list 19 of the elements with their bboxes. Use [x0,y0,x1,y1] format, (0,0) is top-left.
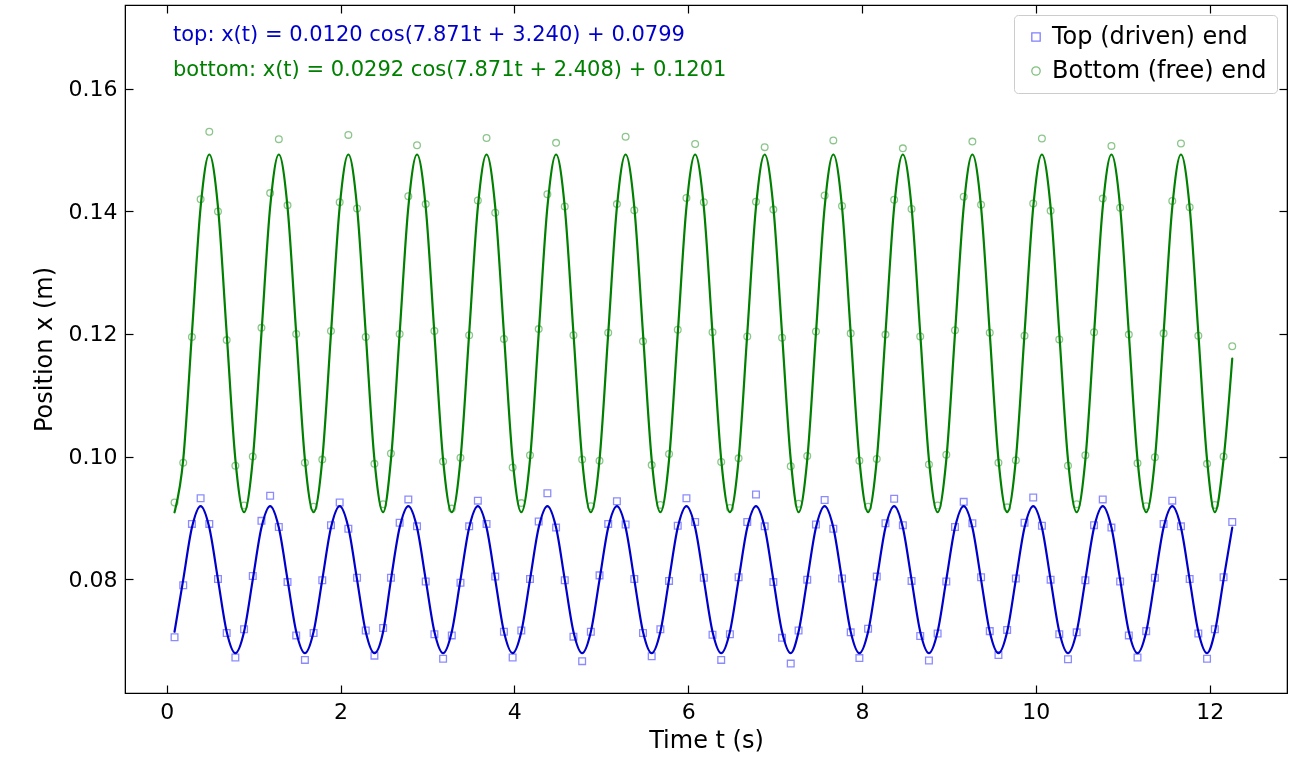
y-tick-label: 0.10 [68,444,118,470]
y-tick-label: 0.12 [68,321,118,347]
legend-label: Top (driven) end [1051,22,1248,50]
x-tick-label: 6 [681,698,696,724]
y-tick-label: 0.16 [68,76,118,102]
annotation: bottom: x(t) = 0.0292 cos(7.871t + 2.408) + 0.1201 [173,57,727,81]
x-tick-label: 0 [160,698,175,724]
x-tick-label: 8 [855,698,870,724]
x-tick-label: 12 [1196,698,1225,724]
y-tick-label: 0.14 [68,198,118,224]
x-tick-label: 2 [334,698,349,724]
x-tick-label: 10 [1022,698,1051,724]
legend-label: Bottom (free) end [1052,56,1267,84]
annotation: top: x(t) = 0.0120 cos(7.871t + 3.240) + 0.0799 [173,22,685,46]
y-axis-title: Position x (m) [29,266,58,433]
line-series [173,505,1234,655]
y-tick-label: 0.08 [68,566,118,592]
x-tick-label: 4 [507,698,522,724]
x-axis-title: Time t (s) [648,725,764,754]
